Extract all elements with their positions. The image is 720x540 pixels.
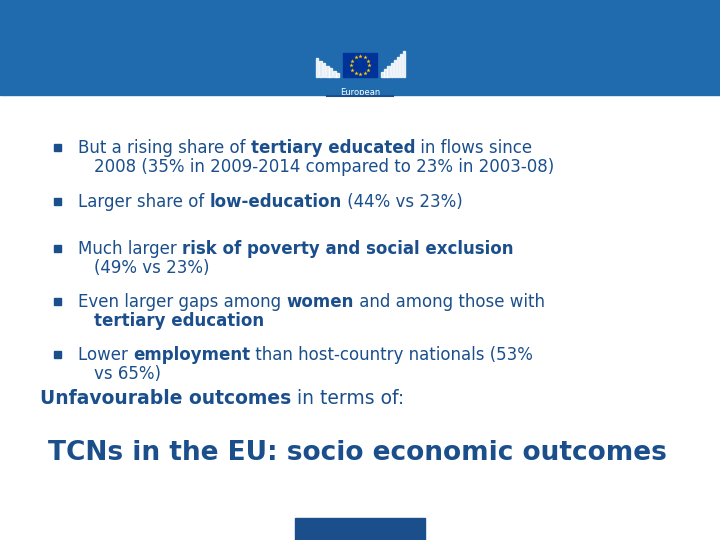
Text: (44% vs 23%): (44% vs 23%) (342, 193, 462, 211)
Text: But a rising share of: But a rising share of (78, 139, 251, 157)
Text: Lower: Lower (78, 346, 133, 364)
Bar (381, 72, 384, 77)
Text: TCNs in the EU: socio economic outcomes: TCNs in the EU: socio economic outcomes (48, 440, 667, 466)
Text: and among those with: and among those with (354, 293, 545, 311)
Bar (319, 60, 322, 77)
Text: Even larger gaps among: Even larger gaps among (78, 293, 287, 311)
Text: vs 65%): vs 65%) (94, 365, 161, 383)
Bar (391, 63, 393, 77)
Bar (336, 73, 339, 77)
Text: women: women (287, 293, 354, 311)
Text: Larger share of: Larger share of (78, 193, 210, 211)
Text: Unfavourable outcomes: Unfavourable outcomes (40, 388, 292, 408)
Bar (0, 0, 720, 95)
Bar (394, 60, 396, 77)
Text: (49% vs 23%): (49% vs 23%) (94, 259, 210, 277)
Bar (343, 53, 377, 77)
Text: tertiary education: tertiary education (94, 312, 264, 330)
Bar (323, 63, 325, 77)
Bar (295, 518, 425, 540)
Bar (387, 66, 390, 77)
Bar (54, 298, 61, 305)
Text: in flows since: in flows since (415, 139, 532, 157)
Bar (326, 65, 328, 77)
Text: low-education: low-education (210, 193, 342, 211)
Bar (54, 245, 61, 252)
Bar (329, 68, 332, 77)
Bar (397, 57, 399, 77)
Bar (316, 58, 318, 77)
Text: 2008 (35% in 2009-2014 compared to 23% in 2003-08): 2008 (35% in 2009-2014 compared to 23% i… (94, 158, 554, 176)
Bar (403, 51, 405, 77)
Bar (333, 71, 336, 77)
Text: employment: employment (133, 346, 251, 364)
Text: tertiary educated: tertiary educated (251, 139, 415, 157)
Bar (54, 144, 61, 151)
Bar (54, 350, 61, 357)
Text: risk of poverty and social exclusion: risk of poverty and social exclusion (182, 240, 513, 258)
Bar (54, 198, 61, 205)
Text: European
Commission: European Commission (334, 88, 386, 108)
Text: in terms of:: in terms of: (292, 388, 405, 408)
Text: Much larger: Much larger (78, 240, 182, 258)
Bar (384, 69, 387, 77)
Text: than host-country nationals (53%: than host-country nationals (53% (251, 346, 533, 364)
Bar (400, 54, 402, 77)
